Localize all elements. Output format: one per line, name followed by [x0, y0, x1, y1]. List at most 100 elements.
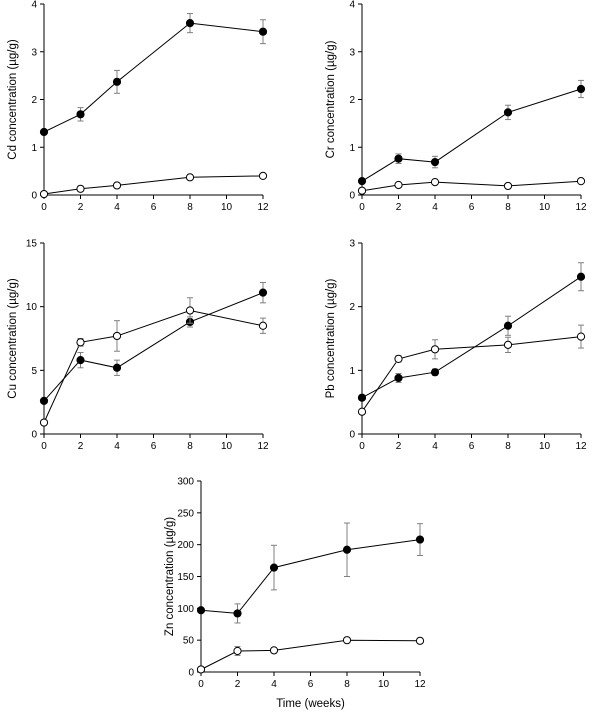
x-tick-label: 2 [396, 202, 402, 213]
y-tick-label: 2 [31, 95, 37, 106]
y-tick-label: 4 [349, 0, 355, 11]
y-tick-label: 0 [31, 191, 37, 202]
y-tick-label: 150 [177, 572, 194, 583]
y-tick-label: 5 [31, 366, 37, 377]
data-point-open [258, 321, 268, 330]
chart-panel-cu: 0 5 10 15 0 2 4 6 8 10 12 Cu concentration (µg/g) [7, 239, 269, 453]
data-point-filled [576, 272, 586, 281]
x-tick-label: 4 [432, 441, 438, 452]
data-point-open [196, 665, 206, 674]
x-tick-label: 8 [344, 679, 350, 690]
data-point-open [415, 636, 425, 645]
x-tick-label: 2 [235, 679, 241, 690]
x-tick-label: 10 [539, 202, 551, 213]
y-tick-label: 0 [188, 668, 194, 679]
x-tick-label: 6 [151, 202, 157, 213]
x-tick-label: 2 [78, 202, 84, 213]
y-tick-label: 100 [177, 604, 194, 615]
x-tick-label: 0 [41, 441, 47, 452]
x-tick-label: 6 [308, 679, 314, 690]
data-point-open [576, 177, 586, 186]
data-point-filled [39, 127, 49, 137]
data-point-open [112, 331, 122, 341]
data-point-filled [430, 157, 440, 167]
data-point-filled [185, 19, 195, 28]
series-line-open [43, 175, 264, 195]
x-tick-label: 4 [432, 202, 438, 213]
x-tick-label: 0 [359, 441, 365, 452]
data-point-filled [357, 177, 367, 186]
x-tick-label: 12 [257, 441, 269, 452]
data-point-filled [503, 108, 513, 117]
data-point-filled [112, 363, 122, 372]
x-tick-label: 2 [78, 441, 84, 452]
chart-panel-zn: 0 50 100 150 200 250 300 0 2 4 6 8 10 12 Zn concentrat… [164, 477, 426, 711]
y-axis-title: Pb concentration (µg/g) [325, 278, 337, 398]
x-axis-title: Time (weeks) [276, 698, 345, 710]
x-tick-label: 10 [221, 202, 233, 213]
x-tick-label: 12 [257, 202, 269, 213]
data-point-filled [357, 393, 367, 402]
x-tick-label: 12 [575, 441, 587, 452]
data-point-open [39, 189, 49, 199]
y-tick-label: 4 [31, 0, 37, 11]
x-tick-label: 8 [505, 202, 511, 213]
x-tick-label: 0 [359, 202, 365, 213]
y-tick-label: 1 [349, 366, 355, 377]
data-point-open [430, 178, 440, 187]
y-tick-label: 15 [26, 239, 38, 250]
x-tick-label: 10 [378, 679, 390, 690]
x-tick-label: 8 [505, 441, 511, 452]
x-tick-label: 8 [187, 202, 193, 213]
x-tick-label: 6 [469, 441, 475, 452]
data-point-open [394, 354, 403, 363]
y-tick-label: 0 [349, 430, 355, 441]
data-point-open [39, 418, 49, 427]
data-point-open [76, 184, 85, 193]
data-point-open [112, 181, 122, 190]
data-point-open [269, 646, 279, 655]
data-point-open [185, 173, 195, 182]
x-tick-label: 4 [114, 441, 120, 452]
series-line-open [200, 639, 421, 670]
data-point-filled [342, 545, 352, 554]
x-tick-label: 4 [271, 679, 277, 690]
data-point-open [357, 407, 367, 416]
x-tick-label: 10 [221, 441, 233, 452]
x-tick-label: 0 [198, 679, 204, 690]
y-axis-title: Cr concentration (µg/g) [325, 40, 337, 158]
data-point-open [258, 171, 268, 180]
y-tick-label: 50 [183, 636, 195, 647]
data-point-filled [503, 321, 513, 330]
x-tick-label: 6 [151, 441, 157, 452]
data-point-open [233, 646, 242, 656]
x-tick-label: 12 [575, 202, 587, 213]
y-axis-title: Cd concentration (µg/g) [7, 39, 19, 160]
y-tick-label: 3 [31, 47, 37, 58]
series-line-open [43, 309, 264, 423]
y-tick-label: 3 [349, 47, 355, 58]
y-tick-label: 0 [349, 191, 355, 202]
data-point-filled [576, 84, 586, 94]
data-point-filled [39, 396, 49, 405]
data-point-filled [415, 535, 425, 544]
series-line-filled [361, 88, 582, 182]
data-point-open [185, 306, 195, 315]
data-point-filled [430, 368, 440, 377]
series-line-filled [200, 539, 421, 614]
y-tick-label: 0 [31, 430, 37, 441]
data-point-open [342, 636, 352, 645]
x-tick-label: 0 [41, 202, 47, 213]
data-point-open [357, 186, 367, 195]
y-tick-label: 3 [349, 239, 355, 250]
y-axis-title: Cu concentration (µg/g) [7, 278, 19, 399]
y-tick-label: 300 [177, 477, 194, 488]
series-line-filled [43, 292, 264, 402]
y-tick-label: 1 [349, 143, 355, 154]
y-axis-title: Zn concentration (µg/g) [164, 517, 176, 636]
y-tick-label: 10 [26, 302, 38, 313]
data-point-open [503, 340, 513, 349]
x-tick-label: 2 [396, 441, 402, 452]
